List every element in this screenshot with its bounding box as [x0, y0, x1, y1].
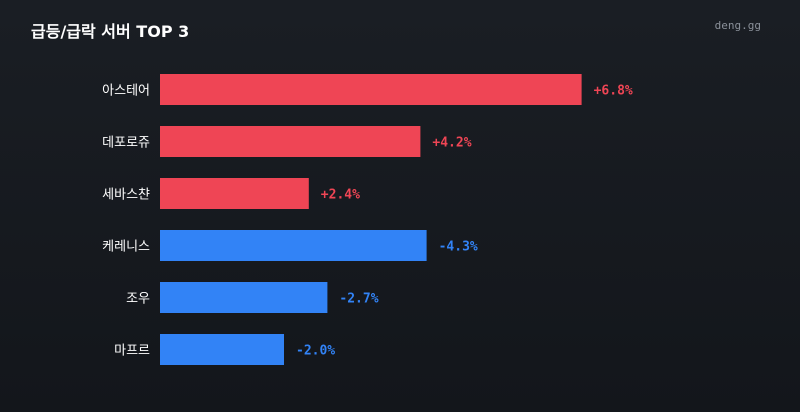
bar — [160, 230, 427, 261]
bar — [160, 126, 421, 157]
brand-label: deng.gg — [714, 19, 761, 32]
bar — [160, 334, 284, 365]
category-label: 케레니스 — [102, 240, 150, 255]
value-label: -4.3% — [439, 240, 478, 255]
category-label: 세바스챤 — [102, 188, 150, 203]
value-label: -2.0% — [296, 344, 335, 359]
bar — [160, 178, 309, 209]
value-label: +4.2% — [432, 136, 471, 151]
value-label: -2.7% — [339, 292, 378, 307]
value-label: +6.8% — [594, 84, 633, 99]
category-label: 조우 — [126, 292, 150, 307]
category-label: 아스테어 — [102, 84, 150, 99]
category-label: 데포로쥬 — [102, 136, 150, 151]
category-label: 마프르 — [114, 344, 150, 359]
value-label: +2.4% — [321, 188, 360, 203]
bar — [160, 74, 582, 105]
bar — [160, 282, 328, 313]
chart-title: 급등/급락 서버 TOP 3 — [31, 22, 190, 41]
